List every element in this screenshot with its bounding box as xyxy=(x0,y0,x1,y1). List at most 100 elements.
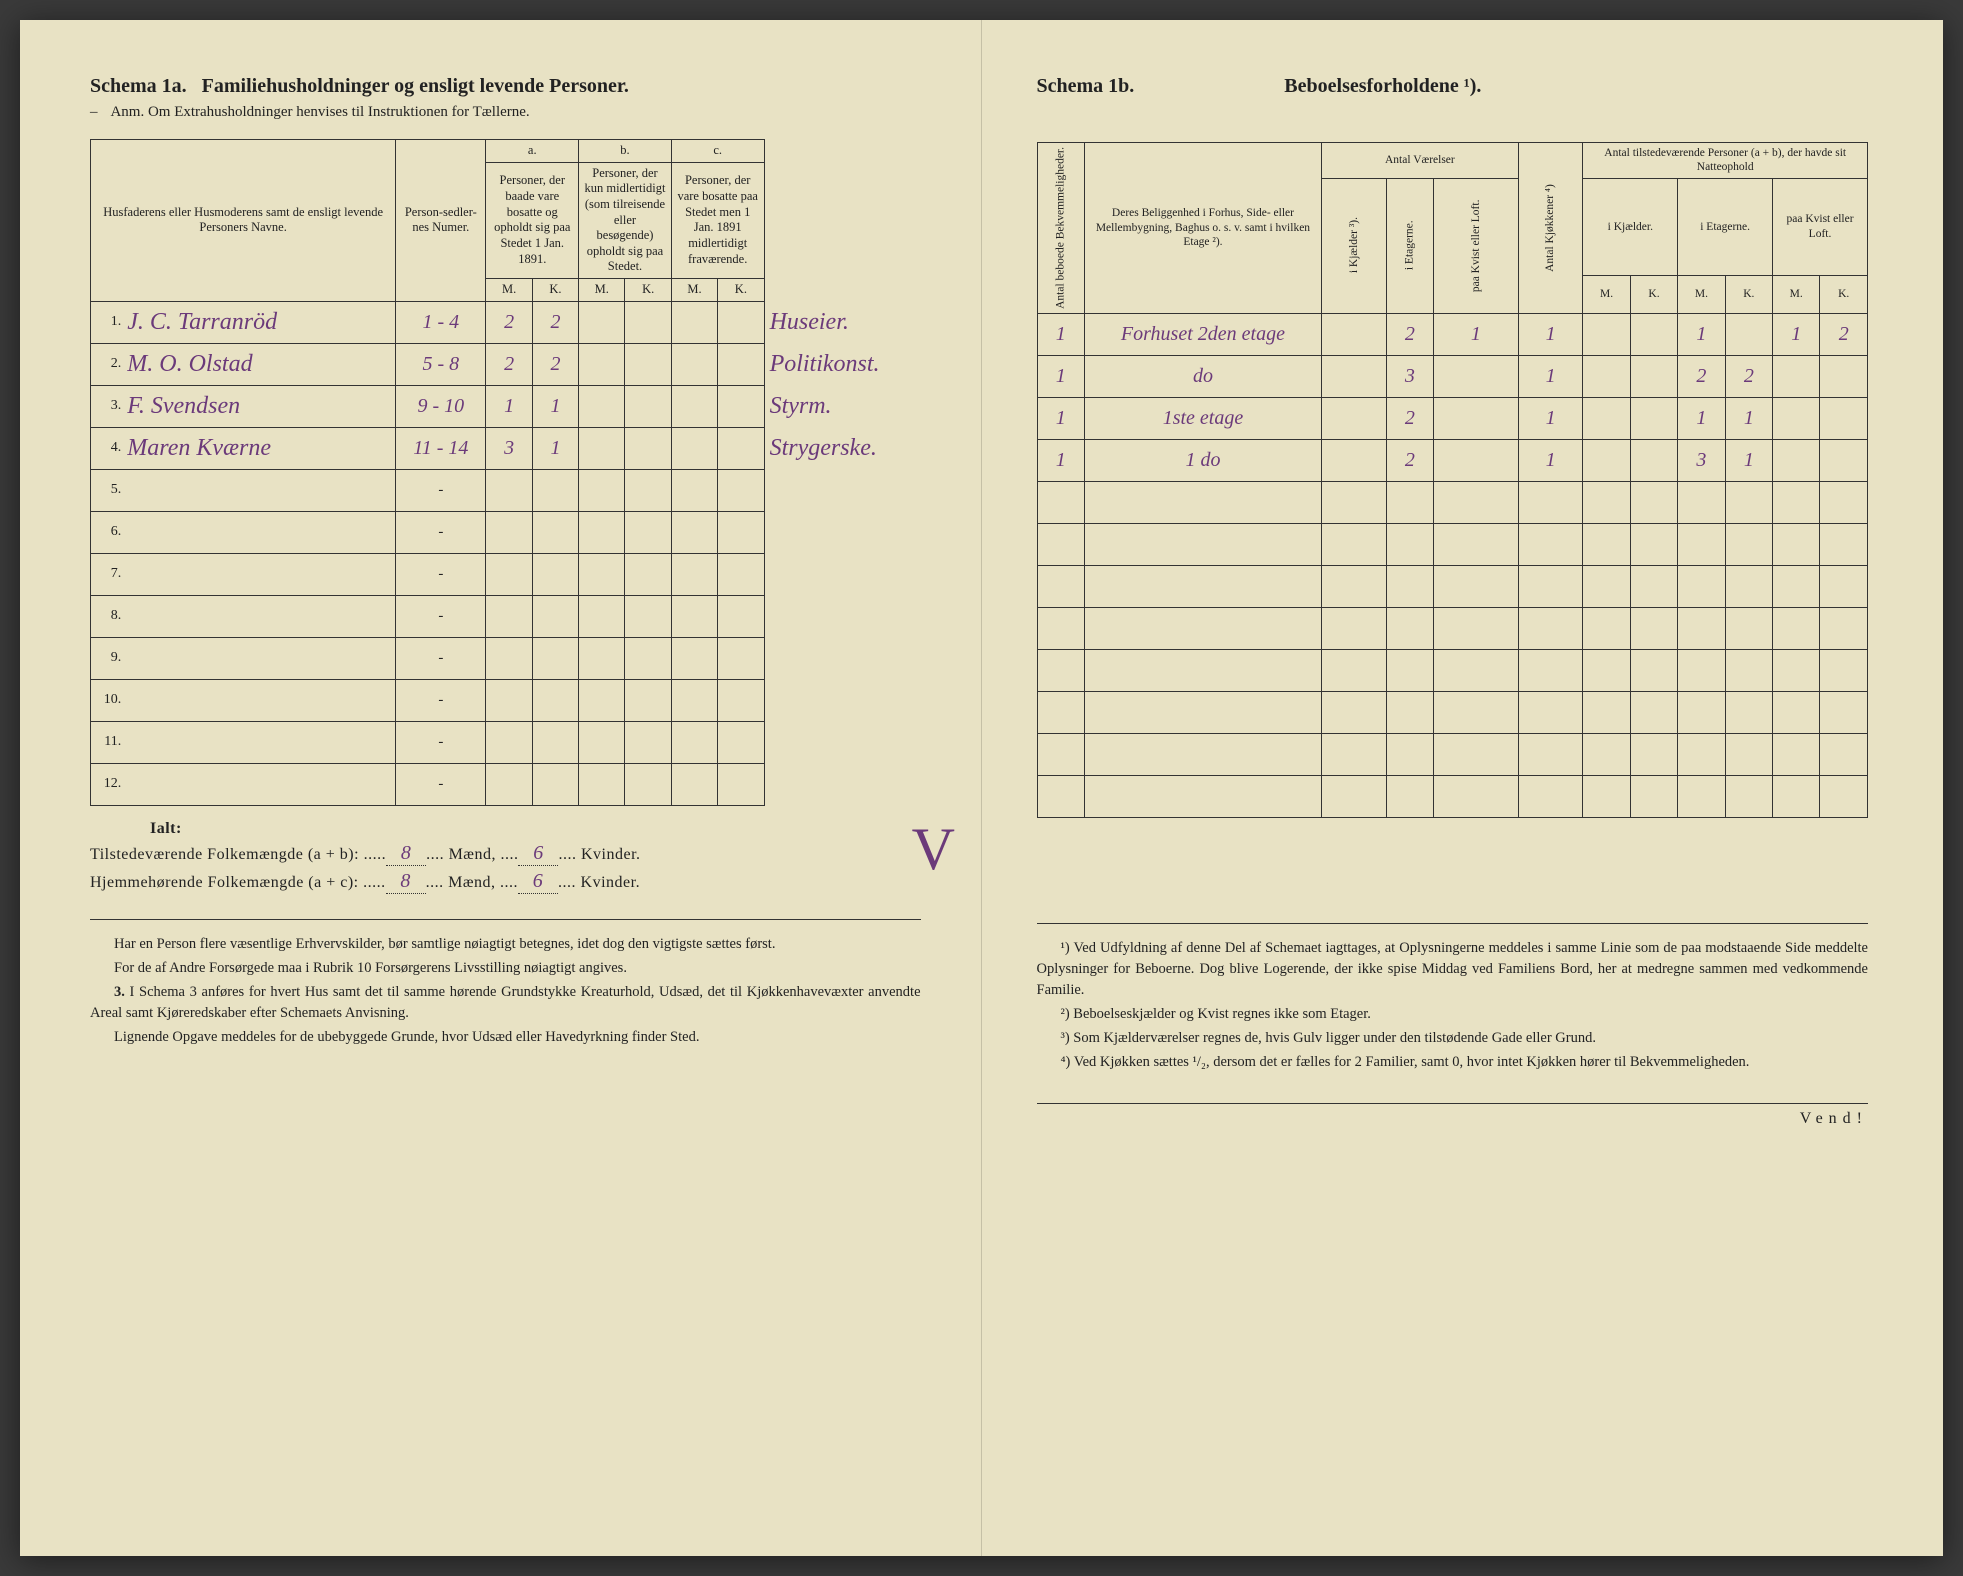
foot-p2: For de af Andre Forsørgede maa i Rubrik … xyxy=(90,958,921,979)
row-num: 12. xyxy=(91,763,126,805)
cell-bk xyxy=(625,385,671,427)
cell-am: 1 xyxy=(486,385,532,427)
kk-cell xyxy=(1630,313,1677,355)
kv-cell: 1 xyxy=(1434,313,1519,355)
name-cell: Maren Kværne xyxy=(125,427,395,469)
num-cell: 5 - 8 xyxy=(396,343,486,385)
table-row xyxy=(1037,565,1868,607)
table-row: 11.- xyxy=(91,721,921,763)
cell-ck xyxy=(718,301,764,343)
cell-bm xyxy=(579,301,625,343)
row-num: 11. xyxy=(91,721,126,763)
lk-cell: 2 xyxy=(1820,313,1868,355)
cell-cm xyxy=(671,427,717,469)
cell-bm xyxy=(579,385,625,427)
table-row xyxy=(1037,691,1868,733)
th-lm: M. xyxy=(1773,275,1820,313)
th-ck: K. xyxy=(718,279,764,302)
cell-ak: 2 xyxy=(532,343,578,385)
kvinder-label-2: Kvinder. xyxy=(581,874,641,891)
maend-label-2: Mænd, xyxy=(448,874,495,891)
left-footnotes: Har en Person flere væsentlige Erhvervsk… xyxy=(90,919,921,1048)
foot-p3-text: I Schema 3 anføres for hvert Hus samt de… xyxy=(90,984,921,1021)
table-row: 3.F. Svendsen9 - 1011Styrm. xyxy=(91,385,921,427)
et-cell: 3 xyxy=(1386,355,1433,397)
name-cell xyxy=(125,679,395,721)
table-1b: Antal beboede Bekvemmeligheder. Deres Be… xyxy=(1037,142,1869,818)
cell-ck xyxy=(718,385,764,427)
schema-1b-label: Schema 1b. xyxy=(1037,75,1135,98)
th-c-label: c. xyxy=(671,140,764,163)
cell-bm xyxy=(579,343,625,385)
totals-line-2: Hjemmehørende Folkemængde (a + c): .....… xyxy=(90,870,921,894)
kj-cell xyxy=(1322,397,1387,439)
kj-cell xyxy=(1322,313,1387,355)
row-num: 6. xyxy=(91,511,126,553)
km-cell xyxy=(1583,313,1630,355)
kk-cell xyxy=(1630,355,1677,397)
beligg-cell: 1ste etage xyxy=(1084,397,1321,439)
tilstede-label: Tilstedeværende Folkemængde (a + b): xyxy=(90,846,359,863)
kj-cell xyxy=(1322,439,1387,481)
schema-1a-subtitle: – Anm. Om Extrahusholdninger henvises ti… xyxy=(90,104,921,121)
table-row xyxy=(1037,481,1868,523)
row-num: 7. xyxy=(91,553,126,595)
cell-cm xyxy=(671,343,717,385)
num-cell: - xyxy=(396,637,486,679)
vend-label: Vend! xyxy=(1037,1103,1869,1128)
foot-p3-num: 3. xyxy=(114,984,125,1000)
th-bm: M. xyxy=(579,279,625,302)
kok-cell: 1 xyxy=(1518,439,1583,481)
num-cell: - xyxy=(396,679,486,721)
th-ak: K. xyxy=(532,279,578,302)
et-cell: 2 xyxy=(1386,397,1433,439)
em-cell: 1 xyxy=(1678,397,1725,439)
rfoot-p1: ¹) Ved Udfyldning af denne Del af Schema… xyxy=(1037,938,1869,1001)
table-row: 11ste etage2111 xyxy=(1037,397,1868,439)
rfoot-p3: ³) Som Kjælderværelser regnes de, hvis G… xyxy=(1037,1028,1869,1049)
km-cell xyxy=(1583,355,1630,397)
table-row: 1do3122 xyxy=(1037,355,1868,397)
cell-ck xyxy=(718,427,764,469)
name-cell xyxy=(125,721,395,763)
table-row xyxy=(1037,733,1868,775)
occupation-cell: Politikonst. xyxy=(764,343,920,385)
th-c-text: Personer, der vare bosatte paa Stedet me… xyxy=(671,162,764,278)
th-b-label: b. xyxy=(579,140,672,163)
foot-p4: Lignende Opgave meddeles for de ubebygge… xyxy=(90,1027,921,1048)
num-cell: 9 - 10 xyxy=(396,385,486,427)
ek-cell: 2 xyxy=(1725,355,1772,397)
right-page: Schema 1b. Beboelsesforholdene ¹). Antal… xyxy=(982,20,1944,1556)
cell-bk xyxy=(625,343,671,385)
beligg-cell: do xyxy=(1084,355,1321,397)
th-vkj: i Kjælder ³). xyxy=(1322,178,1387,313)
lk-cell xyxy=(1820,397,1868,439)
kv-cell xyxy=(1434,439,1519,481)
hjemme-m: 8 xyxy=(386,870,426,894)
checkmark-icon: V xyxy=(912,815,956,884)
name-cell xyxy=(125,595,395,637)
table-row: 4.Maren Kværne11 - 1431Strygerske. xyxy=(91,427,921,469)
km-cell xyxy=(1583,439,1630,481)
tilstede-m: 8 xyxy=(386,842,426,866)
th-km: M. xyxy=(1583,275,1630,313)
cell-ak: 1 xyxy=(532,427,578,469)
table-row: 11 do2131 xyxy=(1037,439,1868,481)
document-spread: Schema 1a. Familiehusholdninger og ensli… xyxy=(20,20,1943,1556)
beligg-cell: 1 do xyxy=(1084,439,1321,481)
kk-cell xyxy=(1630,439,1677,481)
lm-cell: 1 xyxy=(1773,313,1820,355)
kvinder-label-1: Kvinder. xyxy=(581,846,641,863)
name-cell: J. C. Tarranröd xyxy=(125,301,395,343)
cell-ak: 2 xyxy=(532,301,578,343)
anm-text: Om Extrahusholdninger henvises til Instr… xyxy=(148,104,530,120)
kk-cell xyxy=(1630,397,1677,439)
num-cell: - xyxy=(396,511,486,553)
km-cell xyxy=(1583,397,1630,439)
tilstede-k: 6 xyxy=(518,842,558,866)
occupation-cell: Huseier. xyxy=(764,301,920,343)
cell-am: 2 xyxy=(486,301,532,343)
row-num: 3. xyxy=(91,385,126,427)
th-bekv: Antal beboede Bekvemmeligheder. xyxy=(1037,143,1084,314)
th-ek: K. xyxy=(1725,275,1772,313)
